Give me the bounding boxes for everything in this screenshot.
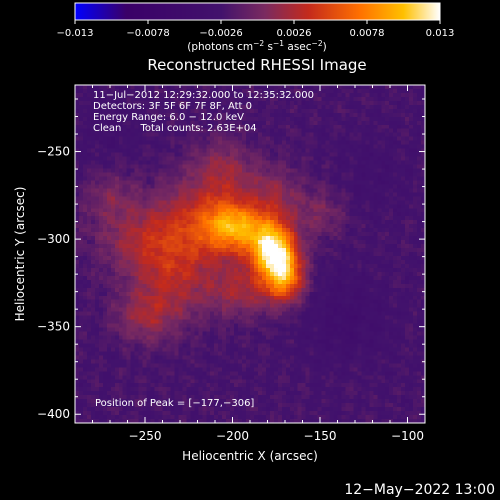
x-tick-label: −150 xyxy=(304,429,337,443)
info-line-energy: Energy Range: 6.0 − 12.0 keV xyxy=(93,112,244,123)
colorbar-tick-label: 0.013 xyxy=(426,28,455,39)
colorbar-strip xyxy=(75,3,440,20)
x-tick-label: −100 xyxy=(391,429,424,443)
info-line-clean: Clean Total counts: 2.63E+04 xyxy=(93,123,257,134)
info-line-detectors: Detectors: 3F 5F 6F 7F 8F, Att 0 xyxy=(93,101,252,112)
peak-position-label: Position of Peak = [−177,−306] xyxy=(95,398,254,409)
colorbar-tick-label: −0.0026 xyxy=(199,28,242,39)
colorbar-frame xyxy=(74,2,441,21)
heatmap-image xyxy=(75,85,425,423)
colorbar-unit-label: (photons cm−2 s−1 asec−2) xyxy=(187,39,326,53)
x-tick-label: −200 xyxy=(216,429,249,443)
y-axis: −250 −300 −350 −400 xyxy=(37,98,425,421)
info-text: 11−Jul−2012 12:29:32.000 to 12:35:32.000… xyxy=(93,90,314,134)
colorbar-ticks: −0.013 −0.0078 −0.0026 0.0026 0.0078 0.013 xyxy=(56,20,454,39)
x-axis-label: Heliocentric X (arcsec) xyxy=(182,449,318,463)
y-tick-label: −400 xyxy=(37,407,70,421)
colorbar-tick-label: 0.0078 xyxy=(350,28,385,39)
info-line-time: 11−Jul−2012 12:29:32.000 to 12:35:32.000 xyxy=(93,90,314,101)
y-tick-label: −300 xyxy=(37,232,70,246)
y-tick-label: −250 xyxy=(37,145,70,159)
footer-timestamp: 12−May−2022 13:00 xyxy=(344,482,495,498)
y-tick-label: −350 xyxy=(37,320,70,334)
colorbar-tick-label: −0.013 xyxy=(56,28,93,39)
x-axis: −250 −200 −150 −100 xyxy=(92,85,424,443)
colorbar: −0.013 −0.0078 −0.0026 0.0026 0.0078 0.013 (p… xyxy=(56,2,454,53)
x-tick-label: −250 xyxy=(129,429,162,443)
chart-title: Reconstructed RHESSI Image xyxy=(147,56,366,74)
colorbar-tick-label: 0.0026 xyxy=(277,28,312,39)
heatmap-raster xyxy=(75,85,425,423)
colorbar-tick-label: −0.0078 xyxy=(126,28,169,39)
y-axis-label: Heliocentric Y (arcsec) xyxy=(13,187,27,322)
